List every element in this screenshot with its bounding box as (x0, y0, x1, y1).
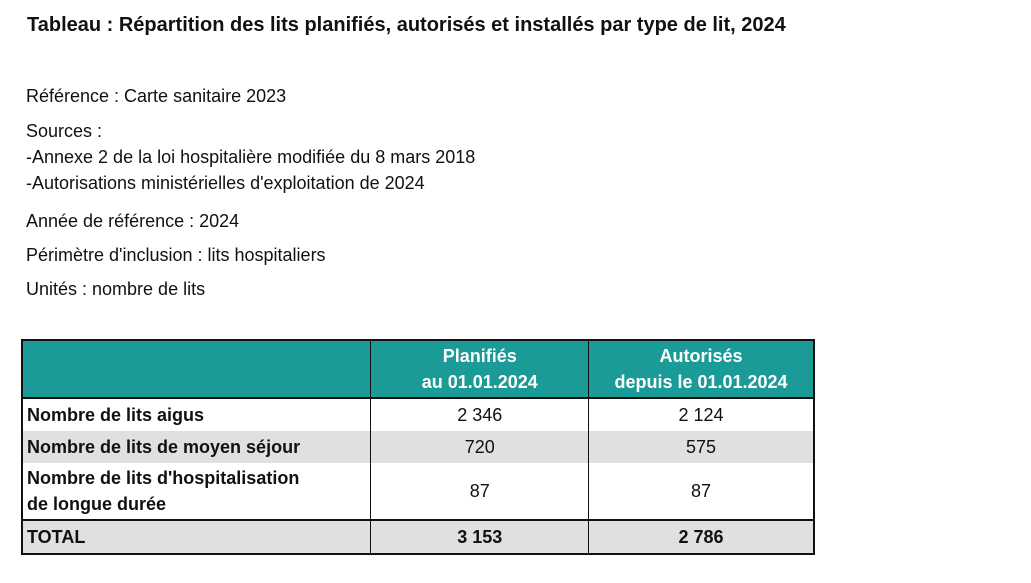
sources-label: Sources : (26, 121, 103, 141)
cell-autorises: 87 (588, 463, 814, 520)
row-label: Nombre de lits aigus (27, 405, 205, 425)
page-title: Tableau : Répartition des lits planifiés… (27, 14, 786, 36)
total-planifies: 3 153 (370, 519, 589, 554)
header-autorises-line2: depuis le 01.01.2024 (614, 372, 788, 392)
cell-autorises: 2 124 (588, 398, 814, 431)
header-planifies: Planifiés au 01.01.2024 (370, 340, 589, 399)
header-corner-cell (22, 340, 371, 399)
total-label: TOTAL (22, 519, 371, 554)
table-header-row: Planifiés au 01.01.2024 Autorisés depuis… (22, 340, 814, 399)
cell-autorises: 575 (588, 431, 814, 463)
scope-text: Périmètre d'inclusion : lits hospitalier… (26, 245, 326, 265)
table-row: Nombre de lits aigus 2 346 2 124 (22, 398, 814, 431)
header-planifies-line1: Planifiés (442, 346, 517, 366)
cell-planifies: 2 346 (370, 398, 589, 431)
cell-planifies: 87 (370, 463, 589, 520)
total-autorises: 2 786 (588, 519, 814, 554)
header-autorises-line1: Autorisés (659, 346, 743, 366)
sources-block: Sources : -Annexe 2 de la loi hospitaliè… (26, 118, 475, 196)
row-label: Nombre de lits de moyen séjour (22, 431, 371, 463)
reference-year-text: Année de référence : 2024 (26, 211, 240, 231)
row-label-line2: de longue durée (27, 494, 167, 514)
cell-planifies: 720 (370, 431, 589, 463)
row-label-line1: Nombre de lits d'hospitalisation (27, 468, 300, 488)
units-text: Unités : nombre de lits (26, 279, 206, 299)
total-row: TOTAL 3 153 2 786 (22, 519, 814, 554)
beds-table: Planifiés au 01.01.2024 Autorisés depuis… (21, 339, 815, 555)
header-planifies-line2: au 01.01.2024 (421, 372, 538, 392)
table-row: Nombre de lits de moyen séjour 720 575 (22, 431, 814, 463)
table-row: Nombre de lits d'hospitalisation de long… (22, 463, 814, 520)
reference-text: Référence : Carte sanitaire 2023 (26, 86, 287, 106)
header-autorises: Autorisés depuis le 01.01.2024 (588, 340, 814, 399)
source-item: -Autorisations ministérielles d'exploita… (26, 173, 425, 193)
source-item: -Annexe 2 de la loi hospitalière modifié… (26, 147, 476, 167)
row-label: Nombre de lits d'hospitalisation de long… (22, 463, 371, 520)
